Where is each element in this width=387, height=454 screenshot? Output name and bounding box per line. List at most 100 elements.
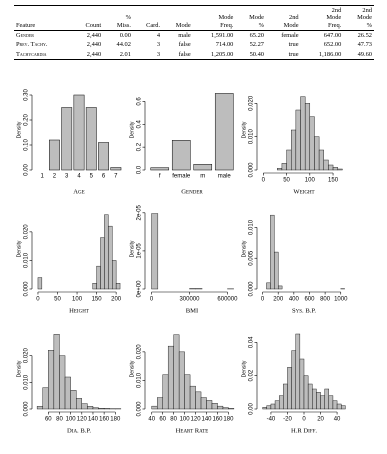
header-cell: 2nd Mode xyxy=(266,6,301,31)
histogram-bar xyxy=(312,388,317,410)
histogram-bar xyxy=(318,149,324,171)
table-wrap: Feature Count% Miss. Card. Mode Mode Freq. Mode… xyxy=(14,5,374,60)
y-axis-title: Density xyxy=(16,121,22,138)
x-tick-label: 0 xyxy=(302,417,306,423)
panel-caption: H.R Diff. xyxy=(291,428,317,435)
table-cell: 47.73 xyxy=(357,41,372,49)
y-tick-label: 0.04 xyxy=(249,336,255,348)
x-tick-label: -20 xyxy=(283,417,292,423)
histogram-bar xyxy=(299,358,305,410)
x-tick-label: 150 xyxy=(328,178,339,184)
histogram-bar xyxy=(167,345,174,410)
y-tick-label: 0.020 xyxy=(137,344,143,360)
y-tick-label: 0.4 xyxy=(137,119,143,128)
histogram-bar xyxy=(76,398,82,410)
histogram-bar xyxy=(287,367,292,410)
header-text: Card. xyxy=(146,21,161,29)
histogram-bar xyxy=(309,116,315,171)
histogram-bar xyxy=(307,383,313,410)
x-tick-label: 100 xyxy=(66,417,77,423)
y-tick-label: 0.2 xyxy=(137,142,143,151)
table-row: Gender 2,440 0.00 4 male 1,591.00 65.20 female 6… xyxy=(14,31,374,41)
x-tick-label: 120 xyxy=(77,417,88,423)
y-tick-label: 0.010 xyxy=(137,372,143,388)
histogram-bar xyxy=(200,397,207,410)
bar xyxy=(98,142,109,171)
y-tick-label: 0.005 xyxy=(249,250,255,266)
y-tick-label: 0.000 xyxy=(249,281,255,297)
header-text: Mode xyxy=(326,14,342,22)
table-row: Prev. Tachy. 2,440 44.02 3 false 714.00 52.27 t… xyxy=(14,40,374,49)
x-tick-label: 0 xyxy=(262,178,266,184)
x-tick-label: 600 xyxy=(304,297,315,303)
histogram-bar xyxy=(70,390,77,410)
y-axis-title: Density xyxy=(16,360,22,377)
bar xyxy=(171,140,191,171)
histogram-bar xyxy=(92,407,99,410)
table-cell: false xyxy=(178,50,191,58)
x-tick-label: f xyxy=(159,174,161,180)
table-cell: female xyxy=(281,32,299,40)
table-cell: 652.00 xyxy=(323,41,342,49)
bar xyxy=(110,167,122,171)
panel-caption: Gender xyxy=(181,189,203,196)
header-text: 2nd xyxy=(331,7,342,14)
histogram-bar xyxy=(281,163,287,171)
x-tick-label: 5 xyxy=(90,174,94,180)
x-tick-label: female xyxy=(172,174,191,180)
table-cell: 647.00 xyxy=(323,32,342,40)
table-cell: Tachycardia xyxy=(16,50,47,58)
x-tick-label: male xyxy=(218,174,232,180)
x-tick-label: 80 xyxy=(170,417,177,423)
x-tick-label: m xyxy=(200,174,205,180)
histogram-bar xyxy=(100,237,105,290)
x-tick-label: 200 xyxy=(273,297,284,303)
x-tick-label: 600000 xyxy=(217,297,238,303)
table-cell: Prev. Tachy. xyxy=(16,41,48,49)
histogram-bar xyxy=(115,283,121,290)
y-tick-label: 0e+00 xyxy=(137,280,143,298)
y-tick-label: 0.6 xyxy=(137,97,143,106)
y-tick-label: 0.000 xyxy=(249,162,255,178)
y-tick-label: 0.000 xyxy=(137,401,143,417)
table-cell: 2.01 xyxy=(119,50,131,58)
table-cell: 49.60 xyxy=(357,50,372,58)
x-tick-label: 140 xyxy=(88,417,99,423)
y-tick-label: 0.02 xyxy=(249,369,255,381)
histogram-bar xyxy=(291,350,296,410)
histogram-bar xyxy=(332,400,338,410)
histogram-bar xyxy=(274,400,280,410)
y-tick-label: 0.00 xyxy=(249,403,255,415)
bar xyxy=(150,167,170,171)
histogram-bar xyxy=(266,282,271,290)
histogram-bar xyxy=(303,375,309,410)
table-cell: true xyxy=(288,41,299,49)
y-tick-label: 0.000 xyxy=(24,401,30,417)
histogram-bar xyxy=(314,136,320,171)
table-cell: 52.27 xyxy=(249,41,264,49)
histogram-bar xyxy=(286,149,292,171)
x-tick-label: 50 xyxy=(283,178,290,184)
histogram-bar xyxy=(206,400,213,410)
histogram-bar xyxy=(173,334,180,410)
histogram-bar xyxy=(64,376,71,410)
table-cell: 714.00 xyxy=(215,41,234,49)
histogram-bar xyxy=(162,374,169,410)
header-text: 2nd xyxy=(362,7,372,14)
header-text: Feature xyxy=(16,21,36,29)
histogram-bar xyxy=(316,392,321,410)
table-cell: 2,440 xyxy=(86,50,102,58)
table-row: Tachycardia 2,440 2.01 3 false 1,205.00 50.40 t… xyxy=(14,50,374,60)
histogram-bar xyxy=(184,374,191,410)
header-text: Freq. xyxy=(327,21,342,29)
x-tick-label: 40 xyxy=(148,417,155,423)
histogram-bar xyxy=(266,405,272,410)
y-tick-label: 0.010 xyxy=(249,219,255,235)
x-tick-label: 7 xyxy=(114,174,118,180)
x-tick-label: 2 xyxy=(53,174,57,180)
y-tick-label: 0.0 xyxy=(137,165,143,174)
histogram-bar xyxy=(81,403,88,410)
histogram-bar xyxy=(59,355,66,410)
histogram-bar xyxy=(103,408,110,410)
